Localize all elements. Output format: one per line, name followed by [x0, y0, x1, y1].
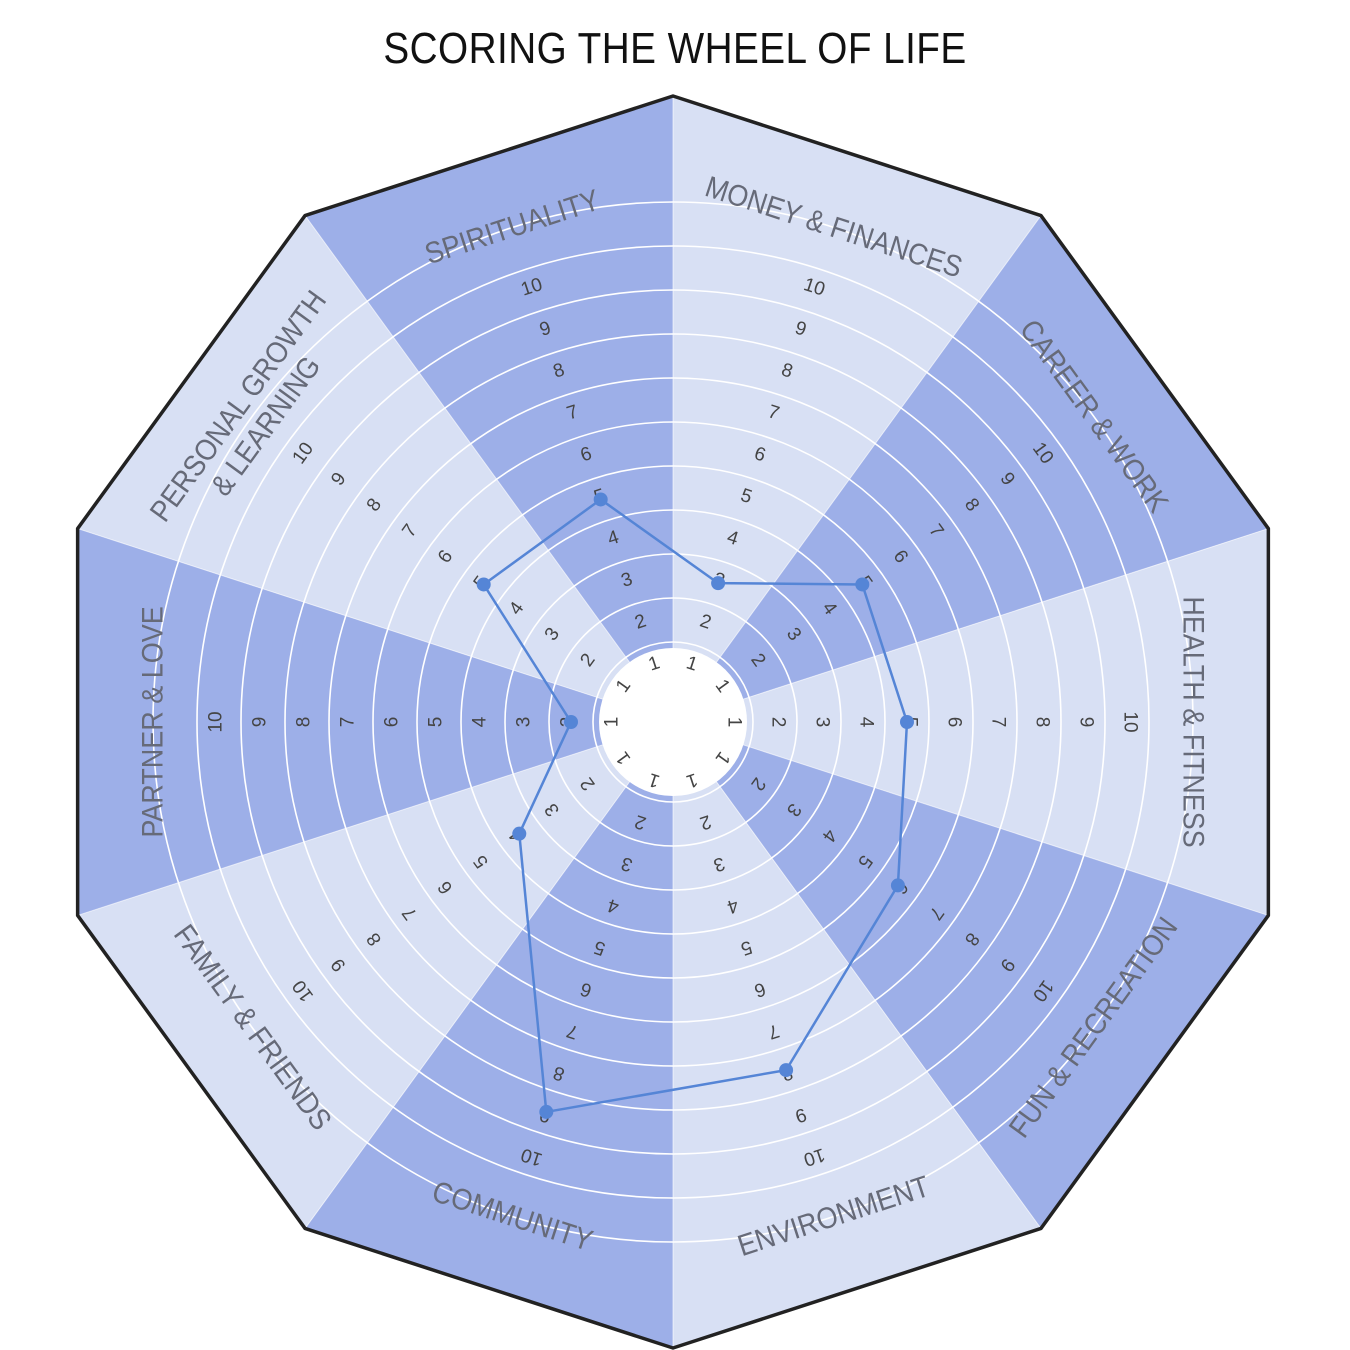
category-label-3: HEALTH & FITNESS — [1176, 596, 1210, 847]
ring-label: 3 — [812, 717, 833, 728]
ring-label: 2 — [768, 717, 789, 728]
sector-2 — [673, 215, 1269, 722]
sector-divider — [672, 215, 1042, 723]
sector-6 — [305, 722, 673, 1348]
score-point-10 — [593, 492, 608, 507]
ring-label: 10 — [1120, 711, 1141, 732]
score-point-2 — [855, 577, 870, 592]
score-point-5 — [779, 1063, 794, 1078]
score-point-1 — [711, 576, 726, 591]
ring-label: 6 — [944, 717, 965, 728]
score-point-4 — [890, 878, 905, 893]
score-point-9 — [476, 577, 491, 592]
decagon-outline — [75, 94, 1271, 1350]
ring-label: 3 — [514, 717, 535, 728]
score-point-6 — [539, 1104, 554, 1119]
ring-label: 4 — [856, 717, 877, 728]
category-label-line: PARTNER & LOVE — [136, 606, 170, 837]
ring-label: 1 — [724, 717, 745, 728]
ring-label: 7 — [338, 717, 359, 728]
sector-1 — [673, 96, 1041, 722]
sector-divider — [304, 215, 674, 723]
ring-label: 8 — [1032, 717, 1053, 728]
ring-label: 8 — [294, 717, 315, 728]
sector-divider — [672, 528, 1269, 723]
sector-divider — [304, 721, 674, 1229]
chart-title: SCORING THE WHEEL OF LIFE — [383, 24, 967, 73]
score-layer — [476, 492, 914, 1119]
ring-label: 9 — [250, 717, 271, 728]
category-label-line: HEALTH & FITNESS — [1176, 596, 1210, 847]
sector-4 — [673, 722, 1269, 1229]
score-point-8 — [564, 715, 578, 729]
sector-3 — [673, 528, 1269, 916]
category-label-8: PARTNER & LOVE — [136, 606, 170, 837]
sector-divider — [672, 721, 1042, 1229]
ring-label: 4 — [470, 716, 491, 727]
sector-divider — [77, 721, 674, 916]
sectors-layer — [77, 96, 1269, 1348]
score-point-3 — [900, 715, 914, 729]
sector-5 — [673, 722, 1041, 1348]
ring-label: 5 — [426, 717, 447, 728]
sector-8 — [77, 528, 674, 916]
ring-label: 6 — [382, 717, 403, 728]
center-hub — [599, 648, 747, 796]
ring-label: 1 — [602, 717, 623, 728]
score-point-7 — [512, 826, 527, 841]
sector-7 — [77, 722, 674, 1229]
sector-divider — [77, 528, 674, 723]
sector-9 — [77, 215, 674, 722]
ring-label: 9 — [1076, 717, 1097, 728]
sector-divider — [672, 721, 1269, 916]
ring-label: 10 — [206, 711, 227, 732]
sector-10 — [305, 96, 673, 722]
rings-layer — [77, 96, 1269, 1348]
ring-label: 7 — [988, 717, 1009, 728]
